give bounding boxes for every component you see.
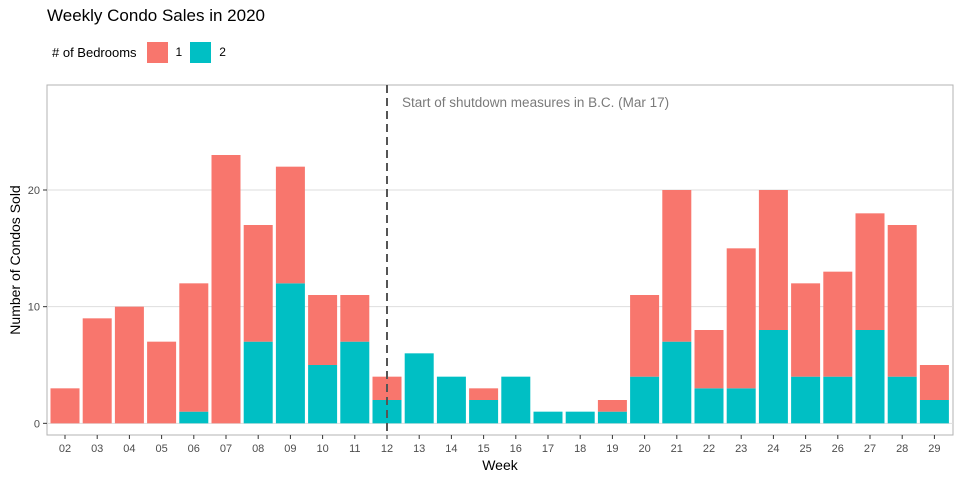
bar-1-bed-week-20 bbox=[630, 295, 660, 377]
bar-1-bed-week-24 bbox=[758, 190, 788, 330]
bar-2-bed-week-26 bbox=[823, 376, 853, 424]
x-tick-label: 20 bbox=[638, 443, 650, 455]
bar-2-bed-week-28 bbox=[887, 376, 917, 424]
x-tick-label: 16 bbox=[510, 443, 522, 455]
legend-swatch-2 bbox=[190, 41, 212, 63]
bar-1-bed-week-10 bbox=[308, 295, 338, 365]
x-tick-label: 24 bbox=[767, 443, 779, 455]
bar-1-bed-week-29 bbox=[919, 365, 949, 400]
x-tick-label: 22 bbox=[703, 443, 715, 455]
x-tick-label: 19 bbox=[606, 443, 618, 455]
y-tick-label: 20 bbox=[28, 185, 40, 197]
bar-2-bed-week-25 bbox=[791, 376, 821, 424]
x-tick-label: 28 bbox=[896, 443, 908, 455]
bar-2-bed-week-23 bbox=[726, 388, 756, 424]
bar-2-bed-week-13 bbox=[404, 353, 434, 424]
legend-title: # of Bedrooms bbox=[52, 44, 137, 60]
x-tick-label: 03 bbox=[91, 443, 103, 455]
bar-1-bed-week-03 bbox=[82, 318, 112, 424]
x-tick-label: 07 bbox=[220, 443, 232, 455]
legend-item-2: 2 bbox=[190, 41, 226, 63]
bar-1-bed-week-28 bbox=[887, 225, 917, 377]
y-tick-label: 0 bbox=[34, 418, 40, 430]
x-tick-label: 27 bbox=[864, 443, 876, 455]
x-tick-label: 25 bbox=[799, 443, 811, 455]
legend: # of Bedrooms 1 2 bbox=[52, 40, 234, 64]
bar-2-bed-week-10 bbox=[308, 365, 338, 424]
x-tick-label: 11 bbox=[349, 443, 360, 455]
x-tick-label: 26 bbox=[832, 443, 844, 455]
bar-1-bed-week-02 bbox=[50, 388, 80, 424]
bar-1-bed-week-25 bbox=[791, 283, 821, 377]
bar-2-bed-week-24 bbox=[758, 330, 788, 424]
x-tick-label: 17 bbox=[542, 443, 554, 455]
legend-swatch-1 bbox=[146, 41, 168, 63]
shutdown-annotation: Start of shutdown measures in B.C. (Mar … bbox=[402, 95, 669, 110]
bar-2-bed-week-06 bbox=[179, 411, 209, 424]
x-tick-label: 12 bbox=[381, 443, 393, 455]
x-tick-label: 02 bbox=[59, 443, 71, 455]
bar-1-bed-week-05 bbox=[147, 341, 177, 424]
bar-2-bed-week-27 bbox=[855, 330, 885, 424]
bar-1-bed-week-23 bbox=[726, 248, 756, 389]
legend-label-2: 2 bbox=[219, 45, 226, 59]
x-tick-label: 15 bbox=[477, 443, 489, 455]
bar-2-bed-week-21 bbox=[662, 341, 692, 424]
x-tick-label: 21 bbox=[671, 443, 683, 455]
bar-1-bed-week-22 bbox=[694, 330, 724, 389]
bar-1-bed-week-21 bbox=[662, 190, 692, 342]
x-tick-label: 08 bbox=[252, 443, 264, 455]
bar-1-bed-week-26 bbox=[823, 271, 853, 377]
x-tick-label: 10 bbox=[316, 443, 328, 455]
x-tick-label: 05 bbox=[155, 443, 167, 455]
bar-2-bed-week-19 bbox=[597, 411, 627, 424]
x-tick-label: 23 bbox=[735, 443, 747, 455]
bar-2-bed-week-14 bbox=[436, 376, 466, 424]
bar-1-bed-week-04 bbox=[114, 306, 144, 424]
bar-1-bed-week-08 bbox=[243, 225, 273, 342]
plot-panel bbox=[46, 84, 954, 436]
bar-1-bed-week-07 bbox=[211, 155, 241, 424]
y-axis-title: Number of Condos Sold bbox=[7, 185, 23, 334]
x-tick-label: 18 bbox=[574, 443, 586, 455]
bar-1-bed-week-15 bbox=[469, 388, 499, 400]
x-tick-label: 04 bbox=[123, 443, 135, 455]
x-tick-label: 29 bbox=[928, 443, 940, 455]
bar-2-bed-week-18 bbox=[565, 411, 595, 424]
bar-2-bed-week-11 bbox=[340, 341, 370, 424]
bar-2-bed-week-15 bbox=[469, 400, 499, 424]
bar-2-bed-week-16 bbox=[501, 376, 531, 424]
bar-2-bed-week-22 bbox=[694, 388, 724, 424]
bar-2-bed-week-08 bbox=[243, 341, 273, 424]
x-tick-label: 06 bbox=[188, 443, 200, 455]
x-axis-title: Week bbox=[482, 457, 519, 473]
x-tick-label: 14 bbox=[445, 443, 457, 455]
bar-1-bed-week-09 bbox=[275, 166, 305, 284]
x-tick-label: 09 bbox=[284, 443, 296, 455]
bar-2-bed-week-20 bbox=[630, 376, 660, 424]
bar-2-bed-week-09 bbox=[275, 283, 305, 424]
x-tick-label: 13 bbox=[413, 443, 425, 455]
bar-2-bed-week-17 bbox=[533, 411, 563, 424]
bar-1-bed-week-06 bbox=[179, 283, 209, 412]
bar-2-bed-week-29 bbox=[919, 400, 949, 424]
chart-title: Weekly Condo Sales in 2020 bbox=[47, 6, 265, 25]
bar-1-bed-week-11 bbox=[340, 295, 370, 342]
y-tick-label: 10 bbox=[28, 302, 40, 314]
legend-label-1: 1 bbox=[175, 45, 183, 59]
legend-item-1: 1 bbox=[146, 41, 183, 63]
bar-1-bed-week-27 bbox=[855, 213, 885, 330]
bar-1-bed-week-19 bbox=[597, 400, 627, 412]
